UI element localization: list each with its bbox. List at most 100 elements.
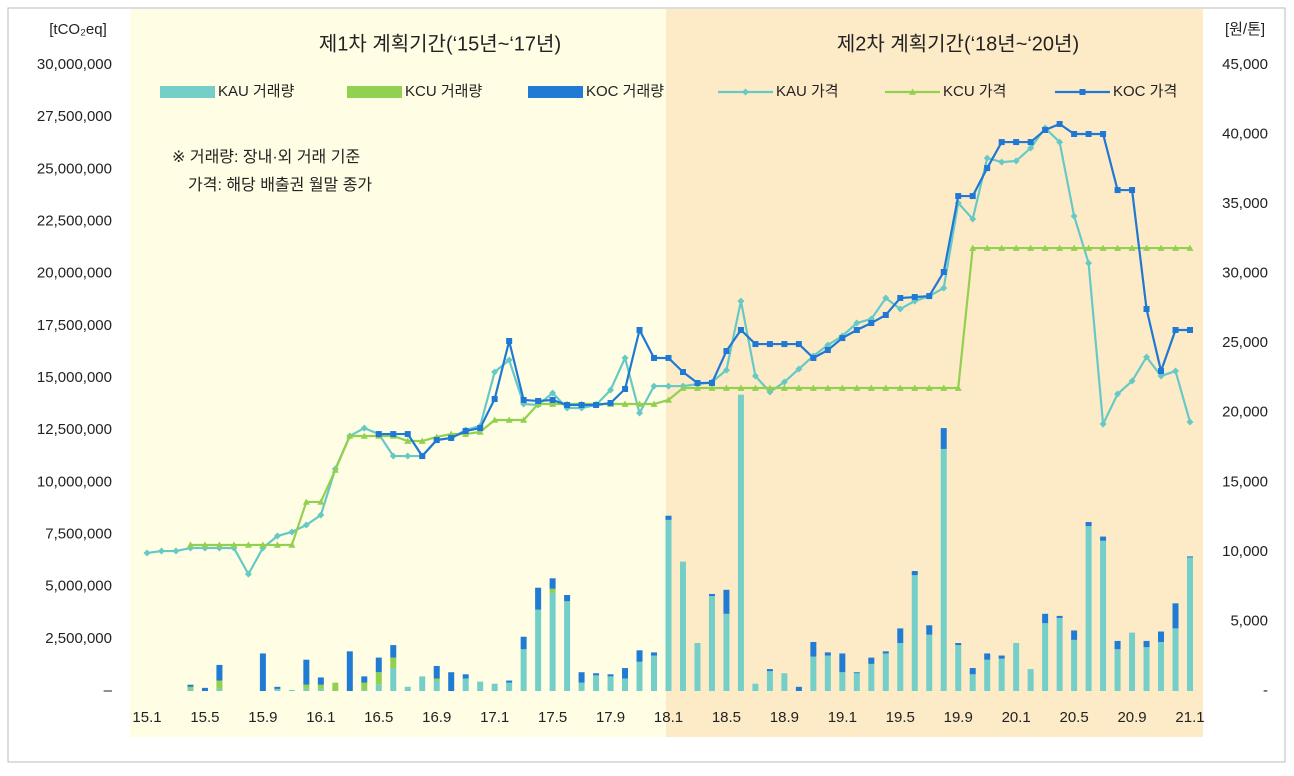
bar: [375, 657, 382, 673]
price-marker: [824, 384, 832, 391]
price-marker: [824, 347, 831, 354]
price-marker: [679, 384, 687, 391]
bar: [361, 676, 368, 683]
bar: [1056, 617, 1063, 691]
price-marker: [751, 372, 759, 380]
price-marker: [375, 431, 382, 438]
price-marker: [1128, 244, 1136, 251]
price-marker: [1158, 368, 1165, 375]
price-marker: [723, 348, 730, 355]
bar: [679, 561, 686, 691]
y2-tick-label: 10,000: [1222, 543, 1268, 560]
legend-label: KCU 거래량: [405, 83, 482, 100]
y-tick-label: 20,000,000: [37, 265, 112, 282]
price-marker: [810, 354, 817, 361]
price-marker: [1186, 418, 1194, 426]
bar: [897, 643, 904, 691]
bar: [520, 636, 527, 650]
bar: [622, 678, 629, 691]
price-marker: [535, 397, 542, 404]
period-2-background: [666, 9, 1203, 737]
price-marker: [622, 385, 629, 392]
price-marker: [780, 378, 788, 386]
price-marker: [940, 284, 948, 292]
bar: [940, 448, 947, 691]
price-marker: [1027, 139, 1034, 146]
price-marker: [737, 384, 745, 391]
price-marker: [708, 380, 715, 387]
price-marker: [317, 498, 325, 505]
bar: [781, 673, 788, 691]
price-marker: [491, 368, 499, 376]
price-marker: [549, 400, 557, 407]
price-marker: [795, 341, 802, 348]
price-marker: [143, 549, 151, 557]
bar: [288, 689, 295, 691]
price-marker: [317, 511, 325, 519]
bar: [187, 688, 194, 691]
price-marker: [766, 341, 773, 348]
y-tick-label: 2,500,000: [45, 630, 112, 647]
y-axis-label: [tCO₂eq]: [49, 21, 107, 38]
bar: [926, 625, 933, 635]
bar: [882, 653, 889, 691]
bar: [607, 674, 614, 677]
bar: [1129, 632, 1136, 691]
bar: [506, 680, 513, 683]
bar: [1143, 640, 1150, 648]
price-marker: [578, 401, 585, 408]
price-marker: [636, 409, 644, 417]
x-tick-label: 20.1: [1002, 709, 1031, 726]
price-marker: [520, 396, 527, 403]
price-marker: [882, 311, 889, 318]
price-marker: [621, 400, 629, 407]
price-marker: [897, 295, 904, 302]
bar: [303, 684, 310, 689]
bar: [506, 682, 513, 691]
legend-label: KAU 가격: [776, 83, 839, 100]
price-marker: [1012, 244, 1020, 251]
bar: [375, 672, 382, 685]
period-label: 제1차 계획기간(‘15년~‘17년): [319, 32, 561, 55]
price-marker: [1157, 244, 1165, 251]
note: ※ 거래량: 장내·외 거래 기준: [172, 148, 360, 166]
legend-marker: [742, 88, 749, 96]
price-marker: [853, 384, 861, 391]
price-marker: [694, 380, 701, 387]
price-marker: [693, 384, 701, 391]
price-marker: [708, 384, 716, 391]
bar: [810, 641, 817, 657]
y2-tick-label: 35,000: [1222, 195, 1268, 212]
price-marker: [1114, 187, 1121, 194]
price-marker: [1056, 138, 1064, 146]
bar: [1071, 630, 1078, 640]
x-tick-label: 17.1: [480, 709, 509, 726]
price-marker: [1042, 126, 1049, 133]
price-marker: [491, 416, 499, 423]
y-tick-label: 25,000,000: [37, 160, 112, 177]
bar: [1172, 603, 1179, 629]
price-marker: [419, 453, 426, 460]
price-marker: [1157, 372, 1165, 380]
price-marker: [766, 384, 774, 391]
legend-marker: [1079, 89, 1086, 95]
bar: [448, 672, 455, 691]
price-marker: [1056, 244, 1064, 251]
price-marker: [983, 154, 991, 162]
bar: [346, 651, 353, 691]
bar: [636, 661, 643, 691]
price-marker: [1027, 144, 1035, 152]
price-marker: [636, 400, 644, 407]
legend-label: KOC 가격: [1113, 83, 1177, 100]
price-marker: [476, 428, 484, 435]
price-marker: [1128, 377, 1136, 385]
price-marker: [650, 382, 658, 390]
price-marker: [1099, 420, 1107, 428]
bar: [665, 519, 672, 691]
price-marker: [404, 431, 411, 438]
price-marker: [1085, 130, 1092, 137]
x-tick-label: 20.9: [1117, 709, 1146, 726]
bar: [419, 676, 426, 691]
bar: [882, 651, 889, 654]
